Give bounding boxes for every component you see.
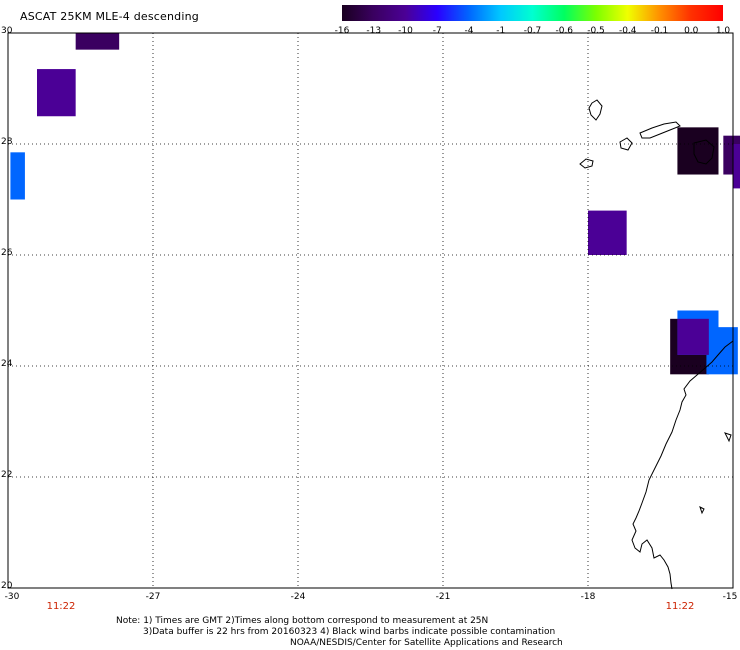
island-gran-canaria bbox=[693, 139, 715, 165]
coastline bbox=[579, 99, 734, 590]
wind-cell bbox=[677, 127, 719, 175]
footnote-credit: NOAA/NESDIS/Center for Satellite Applica… bbox=[290, 638, 563, 648]
lat-lon-grid bbox=[7, 32, 734, 589]
island-fuerteventura bbox=[639, 121, 681, 139]
colorbar-tick-label: -10 bbox=[398, 26, 413, 36]
wind-cell bbox=[677, 318, 709, 355]
latitude-label: 28 bbox=[1, 137, 13, 147]
map-frame bbox=[7, 32, 734, 589]
colorbar-tick-label: -1 bbox=[496, 26, 506, 36]
island-la-palma bbox=[588, 99, 603, 121]
pass-time-label: 11:22 bbox=[46, 601, 76, 612]
latitude-label: 22 bbox=[1, 470, 13, 480]
colorbar-tick-label: 0.0 bbox=[684, 26, 699, 36]
longitude-label: -15 bbox=[722, 592, 738, 602]
longitude-label: -21 bbox=[435, 592, 451, 602]
colorbar-labels: -16 -13 -10 -7 -4 -1 -0.7 -0.6 -0.5 -0.4 -0.1 0.0 1.… bbox=[330, 26, 740, 40]
islet-south bbox=[699, 506, 705, 515]
colorbar-tick-label: -0.7 bbox=[523, 26, 542, 36]
coastline-africa bbox=[631, 340, 734, 590]
longitude-label: -24 bbox=[290, 592, 306, 602]
colorbar-gradient bbox=[342, 5, 723, 21]
colorbar-tick-label: -16 bbox=[334, 26, 350, 36]
colorbar-tick-label: -0.4 bbox=[618, 26, 637, 36]
pass-time-label: 11:22 bbox=[665, 601, 695, 612]
wind-cell bbox=[75, 33, 120, 50]
longitude-label: -27 bbox=[145, 592, 161, 602]
wind-data-cells bbox=[10, 33, 740, 375]
colorbar-tick-label: -4 bbox=[464, 26, 474, 36]
colorbar-tick-label: 1.0 bbox=[715, 26, 731, 36]
island-tenerife bbox=[619, 137, 633, 151]
colorbar-tick-label: -13 bbox=[366, 26, 382, 36]
islet-east bbox=[724, 432, 732, 443]
longitude-label: -30 bbox=[4, 592, 20, 602]
wind-cell bbox=[10, 152, 25, 200]
latitude-label: 24 bbox=[1, 359, 13, 369]
colorbar-tick-label: -0.5 bbox=[587, 26, 605, 36]
colorbar bbox=[342, 5, 723, 21]
island-hierro bbox=[579, 158, 594, 169]
wind-cell bbox=[37, 69, 76, 117]
footnote-line-2: 3)Data buffer is 22 hrs from 20160323 4)… bbox=[143, 627, 556, 637]
latitude-label: 20 bbox=[1, 581, 13, 591]
latitude-label: 26 bbox=[1, 248, 13, 258]
colorbar-tick-label: -7 bbox=[432, 26, 442, 36]
wind-cell bbox=[588, 210, 627, 255]
map-title: ASCAT 25KM MLE-4 descending bbox=[20, 10, 199, 23]
footnote-line-1: Note: 1) Times are GMT 2)Times along bot… bbox=[116, 616, 489, 626]
latitude-label: 30 bbox=[1, 26, 13, 36]
wind-cell bbox=[733, 144, 740, 189]
colorbar-tick-label: -0.1 bbox=[650, 26, 669, 36]
colorbar-tick-label: -0.6 bbox=[555, 26, 574, 36]
longitude-label: -18 bbox=[580, 592, 596, 602]
